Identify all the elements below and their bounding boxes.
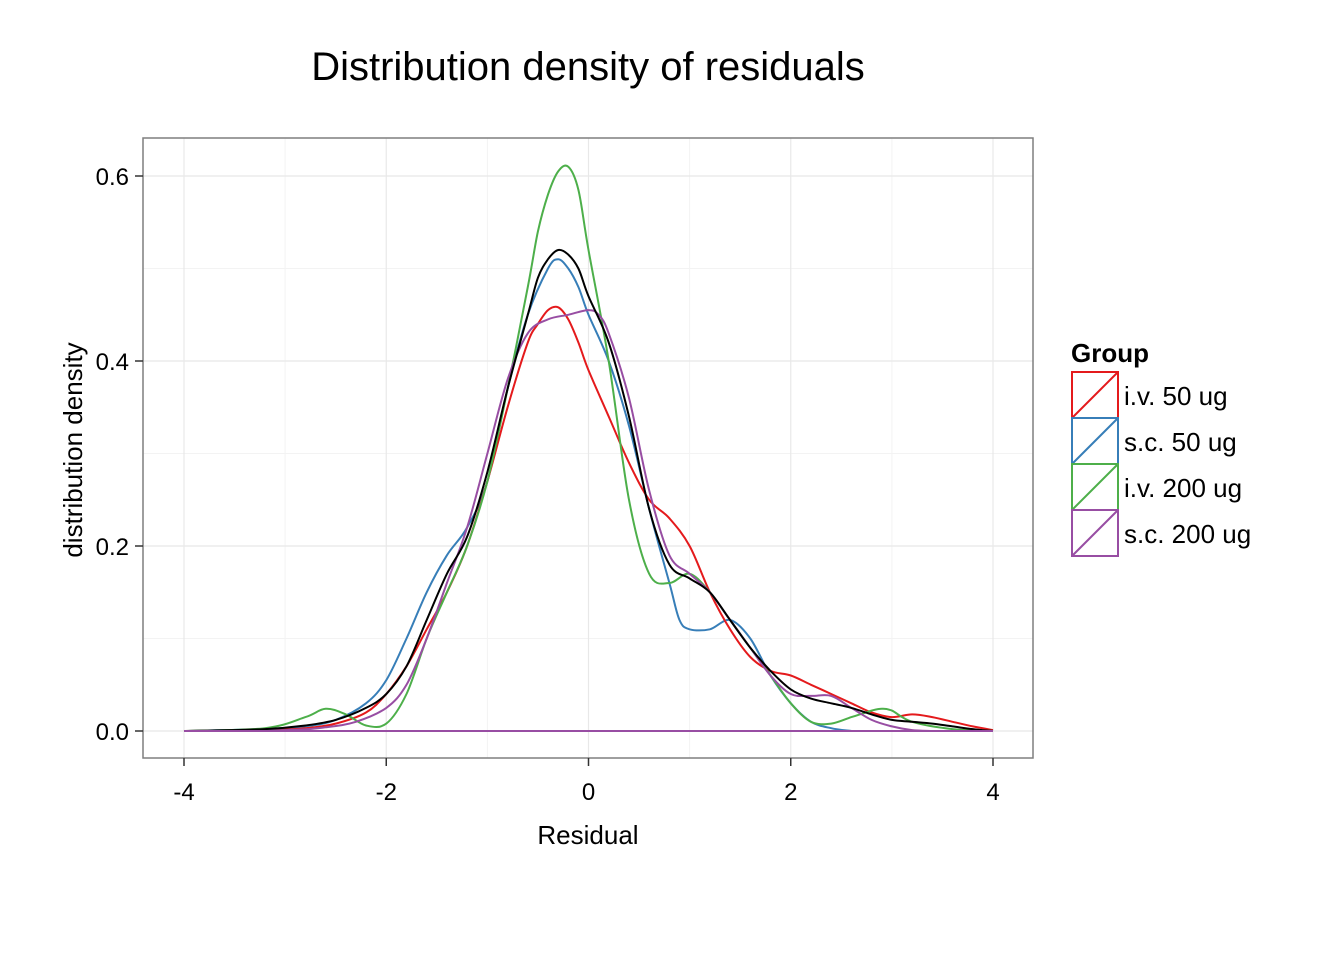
y-tick-label: 0.6: [96, 164, 129, 191]
y-tick-label: 0.2: [96, 534, 129, 561]
legend-label: i.v. 50 ug: [1124, 381, 1228, 411]
legend-item: s.c. 50 ug: [1071, 417, 1237, 465]
legend-label: s.c. 50 ug: [1124, 427, 1237, 457]
legend-title: Group: [1071, 338, 1149, 368]
density-line-s-c-50-ug: [183, 258, 852, 732]
chart-title: Distribution density of residuals: [311, 45, 865, 89]
legend-item: i.v. 50 ug: [1071, 371, 1228, 419]
legend-label: i.v. 200 ug: [1124, 473, 1242, 503]
legend-item: s.c. 200 ug: [1071, 509, 1251, 557]
x-tick-label: -4: [173, 779, 194, 806]
legend-key-line: [1071, 509, 1119, 557]
grid: [143, 138, 1033, 758]
density-line-i-v-200-ug: [183, 164, 994, 732]
x-tick-label: -2: [376, 779, 397, 806]
plot-panel: [142, 137, 1034, 759]
x-tick-label: 4: [986, 779, 999, 806]
y-tick-label: 0.0: [96, 719, 129, 746]
density-line-overall: [183, 248, 994, 732]
density-line-s-c-200-ug: [183, 309, 933, 732]
density-curves: [183, 164, 994, 732]
legend-key-line: [1071, 371, 1119, 419]
legend: Group i.v. 50 ug s.c. 50 ug i.v. 200 ug s.c…: [1071, 338, 1251, 557]
x-axis: -4 -2 0 2 4: [173, 758, 1000, 806]
y-axis: 0.0 0.2 0.4 0.6: [96, 164, 143, 746]
legend-label: s.c. 200 ug: [1124, 519, 1251, 549]
legend-key-line: [1071, 417, 1119, 465]
y-axis-title: distribution density: [58, 342, 88, 557]
y-tick-label: 0.4: [96, 349, 129, 376]
x-tick-label: 2: [784, 779, 797, 806]
legend-key-line: [1071, 463, 1119, 511]
x-axis-title: Residual: [537, 820, 638, 850]
x-tick-label: 0: [582, 779, 595, 806]
legend-item: i.v. 200 ug: [1071, 463, 1242, 511]
